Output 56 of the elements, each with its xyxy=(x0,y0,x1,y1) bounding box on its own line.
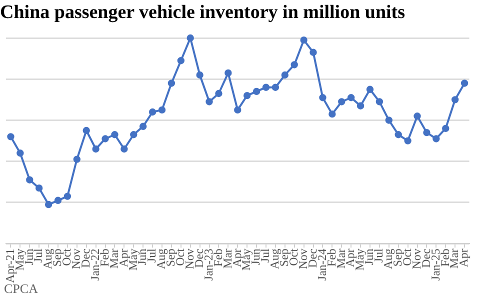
point xyxy=(460,80,468,87)
x-tick-label: Jul xyxy=(144,248,159,263)
x-tick-label: Jul xyxy=(258,248,272,263)
point xyxy=(130,131,138,138)
point xyxy=(356,102,364,110)
point xyxy=(92,145,100,153)
point xyxy=(111,131,118,138)
point xyxy=(54,196,62,204)
point xyxy=(281,71,289,79)
point xyxy=(44,200,52,208)
point xyxy=(366,86,374,93)
point xyxy=(73,156,81,163)
point xyxy=(338,98,346,106)
point xyxy=(262,84,270,91)
point xyxy=(186,34,194,42)
point xyxy=(139,122,147,130)
point xyxy=(215,90,222,98)
point xyxy=(385,116,393,124)
point xyxy=(328,110,336,118)
point xyxy=(451,96,459,104)
point xyxy=(442,124,450,132)
point xyxy=(102,135,109,142)
x-tick-label: Apr-21 xyxy=(2,248,17,284)
point xyxy=(394,131,402,138)
point xyxy=(319,94,326,102)
point xyxy=(148,108,156,116)
point xyxy=(224,69,232,77)
point xyxy=(7,133,14,140)
point xyxy=(243,92,251,100)
point xyxy=(234,106,242,114)
point xyxy=(16,150,24,157)
x-tick-label: Apr xyxy=(456,248,471,268)
point xyxy=(347,94,355,102)
point xyxy=(64,192,72,200)
point xyxy=(290,61,298,68)
text: CPCA xyxy=(4,281,38,297)
point xyxy=(414,112,421,120)
point xyxy=(423,128,430,136)
point xyxy=(168,80,176,87)
point xyxy=(310,48,317,56)
x-tick-label: Jul xyxy=(372,248,386,263)
point xyxy=(177,57,185,64)
point xyxy=(252,88,260,96)
point xyxy=(206,98,213,106)
point xyxy=(272,84,280,91)
point xyxy=(26,176,34,184)
point xyxy=(376,98,384,106)
point xyxy=(35,184,43,192)
point xyxy=(300,36,308,44)
point xyxy=(82,126,90,134)
chart-title: China passenger vehicle inventory in million units xyxy=(0,2,406,24)
point xyxy=(120,145,128,153)
point xyxy=(432,135,440,142)
point xyxy=(158,106,166,114)
point xyxy=(196,71,204,79)
point xyxy=(404,137,412,144)
